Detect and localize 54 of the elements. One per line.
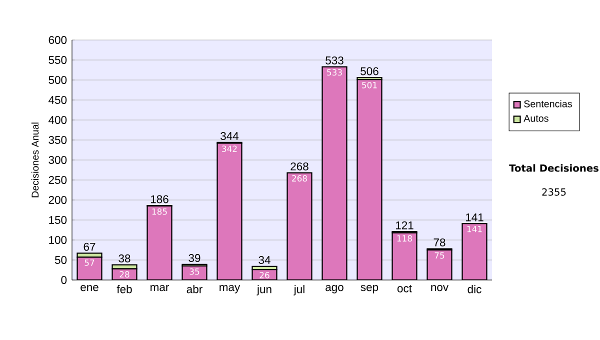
data-label: 185 [152, 208, 167, 215]
data-label: 57 [84, 260, 94, 266]
x-tick-label: nov [431, 284, 449, 292]
data-label: 26 [260, 272, 270, 278]
y-tick-label: 0 [61, 276, 67, 284]
x-tick-label: jun [256, 284, 272, 296]
x-tick-label: may [220, 284, 240, 294]
text: 2355 [542, 188, 566, 196]
data-label: 35 [190, 268, 200, 275]
x-tick-label: abr [186, 284, 202, 294]
y-tick-label: 250 [48, 176, 67, 184]
total-label: 67 [84, 242, 96, 251]
y-tick-label: 500 [48, 76, 67, 84]
y-tick-label: 400 [48, 116, 67, 124]
y-tick-label: 300 [48, 156, 67, 164]
y-tick-label: 350 [48, 136, 67, 144]
legend-label: Sentencias [524, 100, 572, 108]
x-tick-label: mar [150, 284, 169, 292]
x-tick-label: sep [360, 284, 378, 294]
total-label: 533 [326, 56, 344, 64]
data-label: 501 [362, 82, 377, 88]
data-label: 118 [397, 235, 412, 242]
total-label: 268 [290, 162, 308, 170]
total-label: 121 [396, 221, 414, 230]
total-label: 39 [188, 254, 200, 262]
total-label: 141 [466, 213, 484, 222]
x-tick-label: ago [326, 284, 344, 294]
data-label: 28 [120, 271, 130, 278]
data-label: 268 [292, 175, 307, 182]
total-label: 186 [150, 195, 168, 204]
data-label: 533 [327, 69, 342, 76]
data-label: 141 [467, 226, 482, 232]
data-label: 342 [222, 146, 237, 152]
x-tick-label: oct [397, 284, 412, 292]
total-label: 78 [434, 238, 446, 246]
text: Total Decisiones [509, 164, 598, 172]
y-axis-title: Decisiones Anual [31, 122, 39, 198]
y-tick-label: 450 [48, 96, 67, 104]
y-tick-label: 200 [48, 196, 67, 204]
x-tick-label: feb [116, 284, 132, 294]
x-tick-label: ene [80, 284, 98, 292]
total-label: 38 [118, 254, 130, 262]
data-label: 75 [434, 252, 444, 259]
total-label: 506 [360, 67, 378, 76]
total-label: 344 [220, 132, 239, 140]
total-label: 34 [258, 256, 270, 264]
y-tick-label: 100 [49, 236, 67, 244]
y-tick-label: 150 [49, 216, 67, 224]
x-tick-label: jul [294, 284, 304, 296]
y-tick-label: 550 [48, 56, 67, 64]
legend-label: Autos [524, 114, 548, 122]
x-tick-label: dic [468, 284, 482, 294]
y-tick-label: 50 [54, 256, 67, 264]
y-tick-label: 600 [48, 36, 67, 44]
